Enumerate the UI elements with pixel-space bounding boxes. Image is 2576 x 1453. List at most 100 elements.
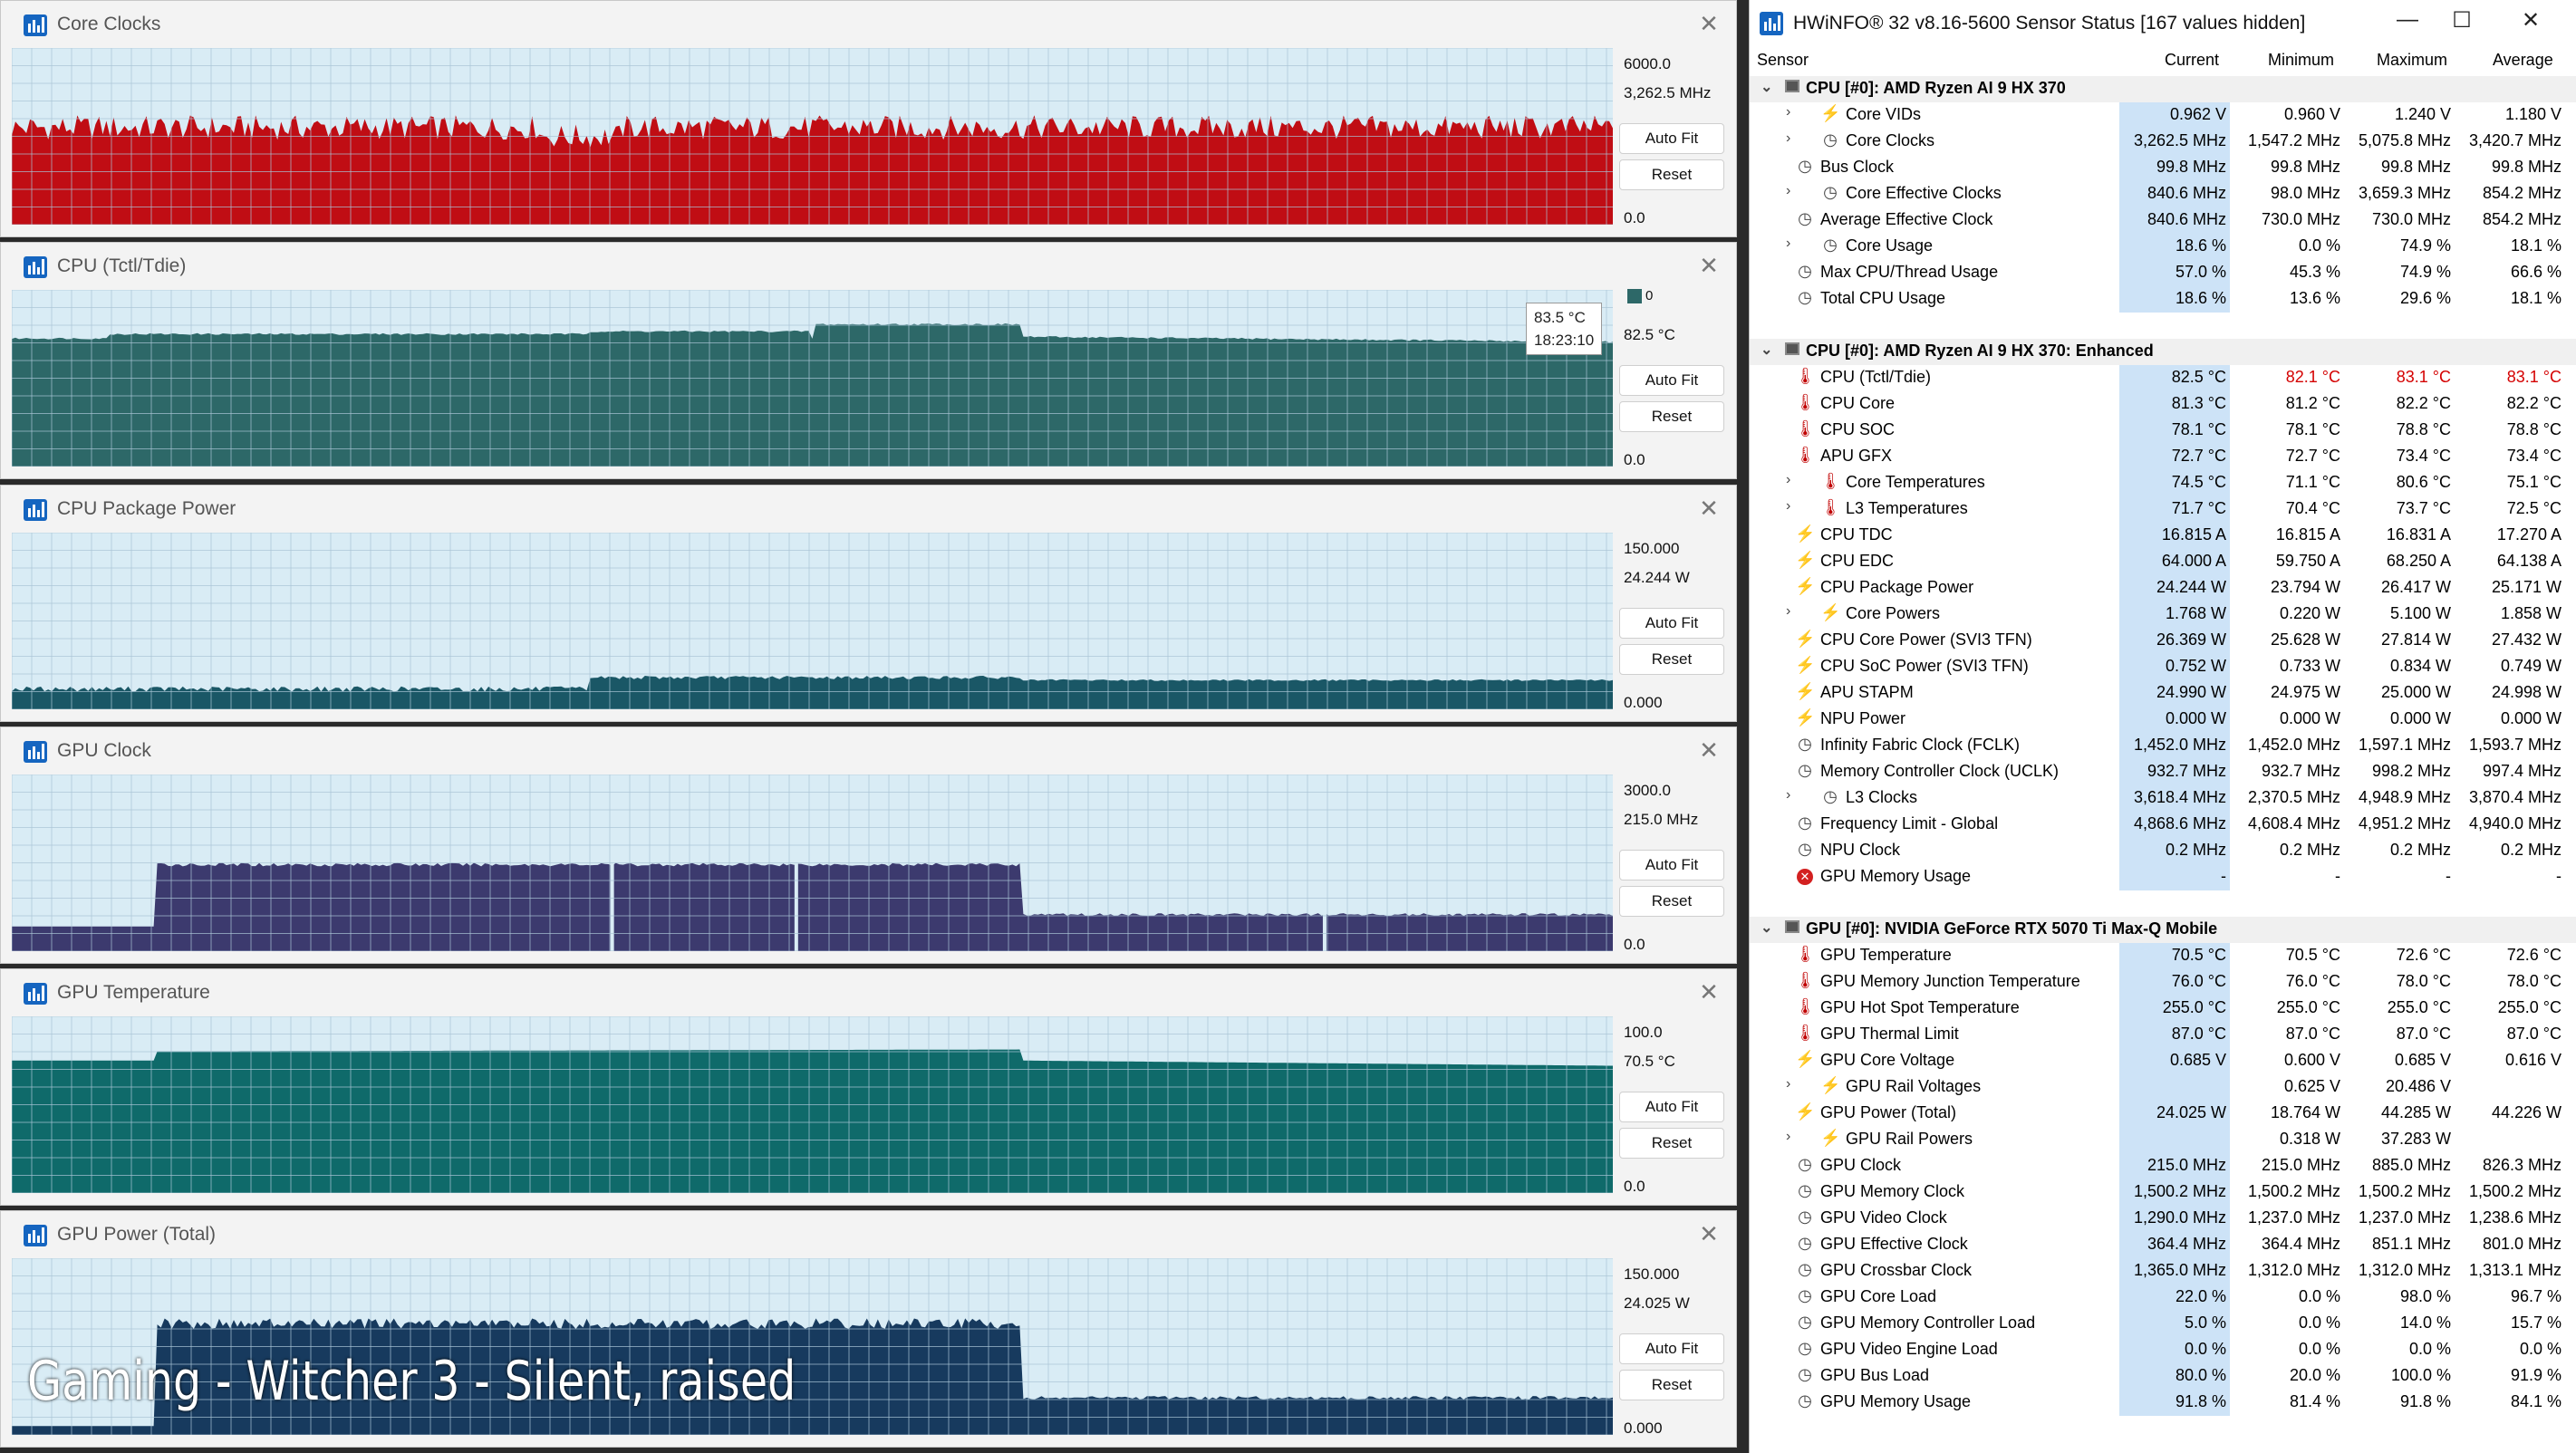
sensor-row[interactable]: ⚡ APU STAPM 24.990 W 24.975 W 25.000 W 2… — [1750, 680, 2576, 707]
sensor-row[interactable]: ◷ GPU Video Engine Load 0.0 % 0.0 % 0.0 … — [1750, 1337, 2576, 1363]
auto-fit-button[interactable]: Auto Fit — [1619, 608, 1724, 639]
close-icon[interactable]: ✕ — [1699, 736, 1719, 764]
sensor-row[interactable]: ◷ GPU Bus Load 80.0 % 20.0 % 100.0 % 91.… — [1750, 1363, 2576, 1390]
sensor-row[interactable]: ✕ GPU Memory Usage - - - - — [1750, 864, 2576, 890]
sensor-row[interactable]: ⚡ CPU Core Power (SVI3 TFN) 26.369 W 25.… — [1750, 628, 2576, 654]
expand-chevron-icon[interactable]: › — [1786, 1076, 1791, 1092]
sensor-row[interactable]: ◷ Average Effective Clock 840.6 MHz 730.… — [1750, 207, 2576, 234]
sensor-row[interactable]: ◷ GPU Memory Usage 91.8 % 81.4 % 91.8 % … — [1750, 1390, 2576, 1416]
column-header-current[interactable]: Current — [2165, 51, 2220, 69]
expand-chevron-icon[interactable]: › — [1786, 1129, 1791, 1144]
reset-button[interactable]: Reset — [1619, 644, 1724, 675]
sensor-row[interactable]: 🌡 APU GFX 72.7 °C 72.7 °C 73.4 °C 73.4 °… — [1750, 444, 2576, 470]
sensor-group-header[interactable]: ⌄ CPU [#0]: AMD Ryzen AI 9 HX 370: Enhan… — [1750, 339, 2576, 365]
sensor-row[interactable]: › 🌡 L3 Temperatures 71.7 °C 70.4 °C 73.7… — [1750, 496, 2576, 523]
auto-fit-button[interactable]: Auto Fit — [1619, 123, 1724, 154]
sensor-row[interactable]: 🌡 GPU Memory Junction Temperature 76.0 °… — [1750, 969, 2576, 996]
sensor-row[interactable]: ◷ GPU Core Load 22.0 % 0.0 % 98.0 % 96.7… — [1750, 1285, 2576, 1311]
collapse-chevron-icon[interactable]: ⌄ — [1761, 920, 1773, 936]
sensor-row[interactable]: 🌡 GPU Thermal Limit 87.0 °C 87.0 °C 87.0… — [1750, 1022, 2576, 1048]
auto-fit-button[interactable]: Auto Fit — [1619, 365, 1724, 396]
expand-chevron-icon[interactable]: › — [1786, 787, 1791, 803]
expand-chevron-icon[interactable]: › — [1786, 183, 1791, 198]
reset-button[interactable]: Reset — [1619, 1370, 1724, 1400]
reset-button[interactable]: Reset — [1619, 401, 1724, 432]
sensor-row[interactable]: › ◷ L3 Clocks 3,618.4 MHz 2,370.5 MHz 4,… — [1750, 785, 2576, 812]
sensor-row[interactable]: ◷ Total CPU Usage 18.6 % 13.6 % 29.6 % 1… — [1750, 286, 2576, 313]
graph-titlebar[interactable]: CPU Package Power ✕ — [1, 486, 1736, 533]
hwinfo-titlebar[interactable]: HWiNFO® 32 v8.16-5600 Sensor Status [167… — [1750, 0, 2576, 47]
column-header-row[interactable]: Sensor Current Minimum Maximum Average — [1750, 51, 2576, 74]
graph-window-gpu_power[interactable]: GPU Power (Total) ✕ 150.000 24.025 W 0.0… — [0, 1210, 1737, 1448]
graph-window-gpu_temp[interactable]: GPU Temperature ✕ 100.0 70.5 °C 0.0 Auto… — [0, 968, 1737, 1206]
column-header-sensor[interactable]: Sensor — [1757, 51, 1809, 69]
sensor-row[interactable]: 🌡 CPU (Tctl/Tdie) 82.5 °C 82.1 °C 83.1 °… — [1750, 365, 2576, 391]
reset-button[interactable]: Reset — [1619, 1128, 1724, 1159]
sensor-row[interactable]: › 🌡 Core Temperatures 74.5 °C 71.1 °C 80… — [1750, 470, 2576, 496]
sensor-row[interactable]: 🌡 CPU SOC 78.1 °C 78.1 °C 78.8 °C 78.8 °… — [1750, 418, 2576, 444]
column-header-minimum[interactable]: Minimum — [2268, 51, 2335, 69]
sensor-group-header[interactable]: ⌄ GPU [#0]: NVIDIA GeForce RTX 5070 Ti M… — [1750, 917, 2576, 943]
auto-fit-button[interactable]: Auto Fit — [1619, 1092, 1724, 1122]
expand-chevron-icon[interactable]: › — [1786, 603, 1791, 619]
sensor-row[interactable]: ◷ GPU Memory Controller Load 5.0 % 0.0 %… — [1750, 1311, 2576, 1337]
sensor-row[interactable]: › ⚡ GPU Rail Powers 0.318 W 37.283 W — [1750, 1127, 2576, 1153]
sensor-row[interactable]: ⚡ CPU TDC 16.815 A 16.815 A 16.831 A 17.… — [1750, 523, 2576, 549]
expand-chevron-icon[interactable]: › — [1786, 472, 1791, 487]
close-icon[interactable]: ✕ — [1699, 495, 1719, 522]
auto-fit-button[interactable]: Auto Fit — [1619, 1333, 1724, 1364]
reset-button[interactable]: Reset — [1619, 159, 1724, 190]
sensor-row[interactable]: ◷ Bus Clock 99.8 MHz 99.8 MHz 99.8 MHz 9… — [1750, 155, 2576, 181]
sensor-row[interactable]: ◷ GPU Crossbar Clock 1,365.0 MHz 1,312.0… — [1750, 1258, 2576, 1285]
sensor-row[interactable]: 🌡 CPU Core 81.3 °C 81.2 °C 82.2 °C 82.2 … — [1750, 391, 2576, 418]
sensor-row[interactable]: ⚡ CPU SoC Power (SVI3 TFN) 0.752 W 0.733… — [1750, 654, 2576, 680]
graph-titlebar[interactable]: Core Clocks ✕ — [1, 1, 1736, 48]
sensor-row[interactable]: ◷ GPU Memory Clock 1,500.2 MHz 1,500.2 M… — [1750, 1179, 2576, 1206]
sensor-row[interactable]: 🌡 GPU Hot Spot Temperature 255.0 °C 255.… — [1750, 996, 2576, 1022]
graph-window-core_clocks[interactable]: Core Clocks ✕ 6000.0 3,262.5 MHz 0.0 Aut… — [0, 0, 1737, 237]
graph-window-gpu_clock[interactable]: GPU Clock ✕ 3000.0 215.0 MHz 0.0 Auto Fi… — [0, 726, 1737, 964]
expand-chevron-icon[interactable]: › — [1786, 104, 1791, 120]
sensor-row[interactable]: ⚡ GPU Core Voltage 0.685 V 0.600 V 0.685… — [1750, 1048, 2576, 1074]
sensor-row[interactable]: › ◷ Core Usage 18.6 % 0.0 % 74.9 % 18.1 … — [1750, 234, 2576, 260]
column-header-maximum[interactable]: Maximum — [2377, 51, 2448, 69]
graph-window-cpu_temp[interactable]: CPU (Tctl/Tdie) ✕ 82.5 °C 0.0 Auto Fit R… — [0, 242, 1737, 479]
sensor-row[interactable]: ◷ GPU Video Clock 1,290.0 MHz 1,237.0 MH… — [1750, 1206, 2576, 1232]
sensor-row[interactable]: ◷ Max CPU/Thread Usage 57.0 % 45.3 % 74.… — [1750, 260, 2576, 286]
expand-chevron-icon[interactable]: › — [1786, 498, 1791, 514]
graph-titlebar[interactable]: GPU Power (Total) ✕ — [1, 1211, 1736, 1258]
sensor-group-header[interactable]: ⌄ CPU [#0]: AMD Ryzen AI 9 HX 370 — [1750, 76, 2576, 102]
close-icon[interactable]: ✕ — [1699, 978, 1719, 1006]
sensor-row[interactable]: ◷ Memory Controller Clock (UCLK) 932.7 M… — [1750, 759, 2576, 785]
expand-chevron-icon[interactable]: › — [1786, 236, 1791, 251]
auto-fit-button[interactable]: Auto Fit — [1619, 850, 1724, 880]
graph-window-cpu_pkg[interactable]: CPU Package Power ✕ 150.000 24.244 W 0.0… — [0, 485, 1737, 722]
expand-chevron-icon[interactable]: › — [1786, 130, 1791, 146]
sensor-row[interactable]: ◷ GPU Clock 215.0 MHz 215.0 MHz 885.0 MH… — [1750, 1153, 2576, 1179]
sensor-row[interactable]: › ⚡ Core Powers 1.768 W 0.220 W 5.100 W … — [1750, 601, 2576, 628]
graph-titlebar[interactable]: GPU Temperature ✕ — [1, 969, 1736, 1016]
sensor-row[interactable]: ⚡ CPU EDC 64.000 A 59.750 A 68.250 A 64.… — [1750, 549, 2576, 575]
maximize-icon[interactable]: ☐ — [2452, 8, 2472, 33]
sensor-row[interactable]: › ◷ Core Effective Clocks 840.6 MHz 98.0… — [1750, 181, 2576, 207]
sensor-row[interactable]: 🌡 GPU Temperature 70.5 °C 70.5 °C 72.6 °… — [1750, 943, 2576, 969]
sensor-row[interactable]: ⚡ GPU Power (Total) 24.025 W 18.764 W 44… — [1750, 1101, 2576, 1127]
graph-titlebar[interactable]: CPU (Tctl/Tdie) ✕ — [1, 243, 1736, 290]
graph-titlebar[interactable]: GPU Clock ✕ — [1, 727, 1736, 775]
sensor-row[interactable]: › ◷ Core Clocks 3,262.5 MHz 1,547.2 MHz … — [1750, 129, 2576, 155]
collapse-chevron-icon[interactable]: ⌄ — [1761, 342, 1773, 358]
collapse-chevron-icon[interactable]: ⌄ — [1761, 80, 1773, 95]
sensor-row[interactable]: › ⚡ Core VIDs 0.962 V 0.960 V 1.240 V 1.… — [1750, 102, 2576, 129]
sensor-row[interactable]: ◷ NPU Clock 0.2 MHz 0.2 MHz 0.2 MHz 0.2 … — [1750, 838, 2576, 864]
sensor-row[interactable]: ◷ Infinity Fabric Clock (FCLK) 1,452.0 M… — [1750, 733, 2576, 759]
close-icon[interactable]: ✕ — [1699, 10, 1719, 37]
close-icon[interactable]: ✕ — [2521, 8, 2541, 33]
column-header-average[interactable]: Average — [2493, 51, 2553, 69]
sensor-row[interactable]: ⚡ CPU Package Power 24.244 W 23.794 W 26… — [1750, 575, 2576, 601]
close-icon[interactable]: ✕ — [1699, 252, 1719, 279]
reset-button[interactable]: Reset — [1619, 886, 1724, 917]
sensor-row[interactable]: › ⚡ GPU Rail Voltages 0.625 V 20.486 V — [1750, 1074, 2576, 1101]
minimize-icon[interactable]: — — [2397, 7, 2418, 32]
close-icon[interactable]: ✕ — [1699, 1220, 1719, 1247]
sensor-row[interactable]: ◷ Frequency Limit - Global 4,868.6 MHz 4… — [1750, 812, 2576, 838]
